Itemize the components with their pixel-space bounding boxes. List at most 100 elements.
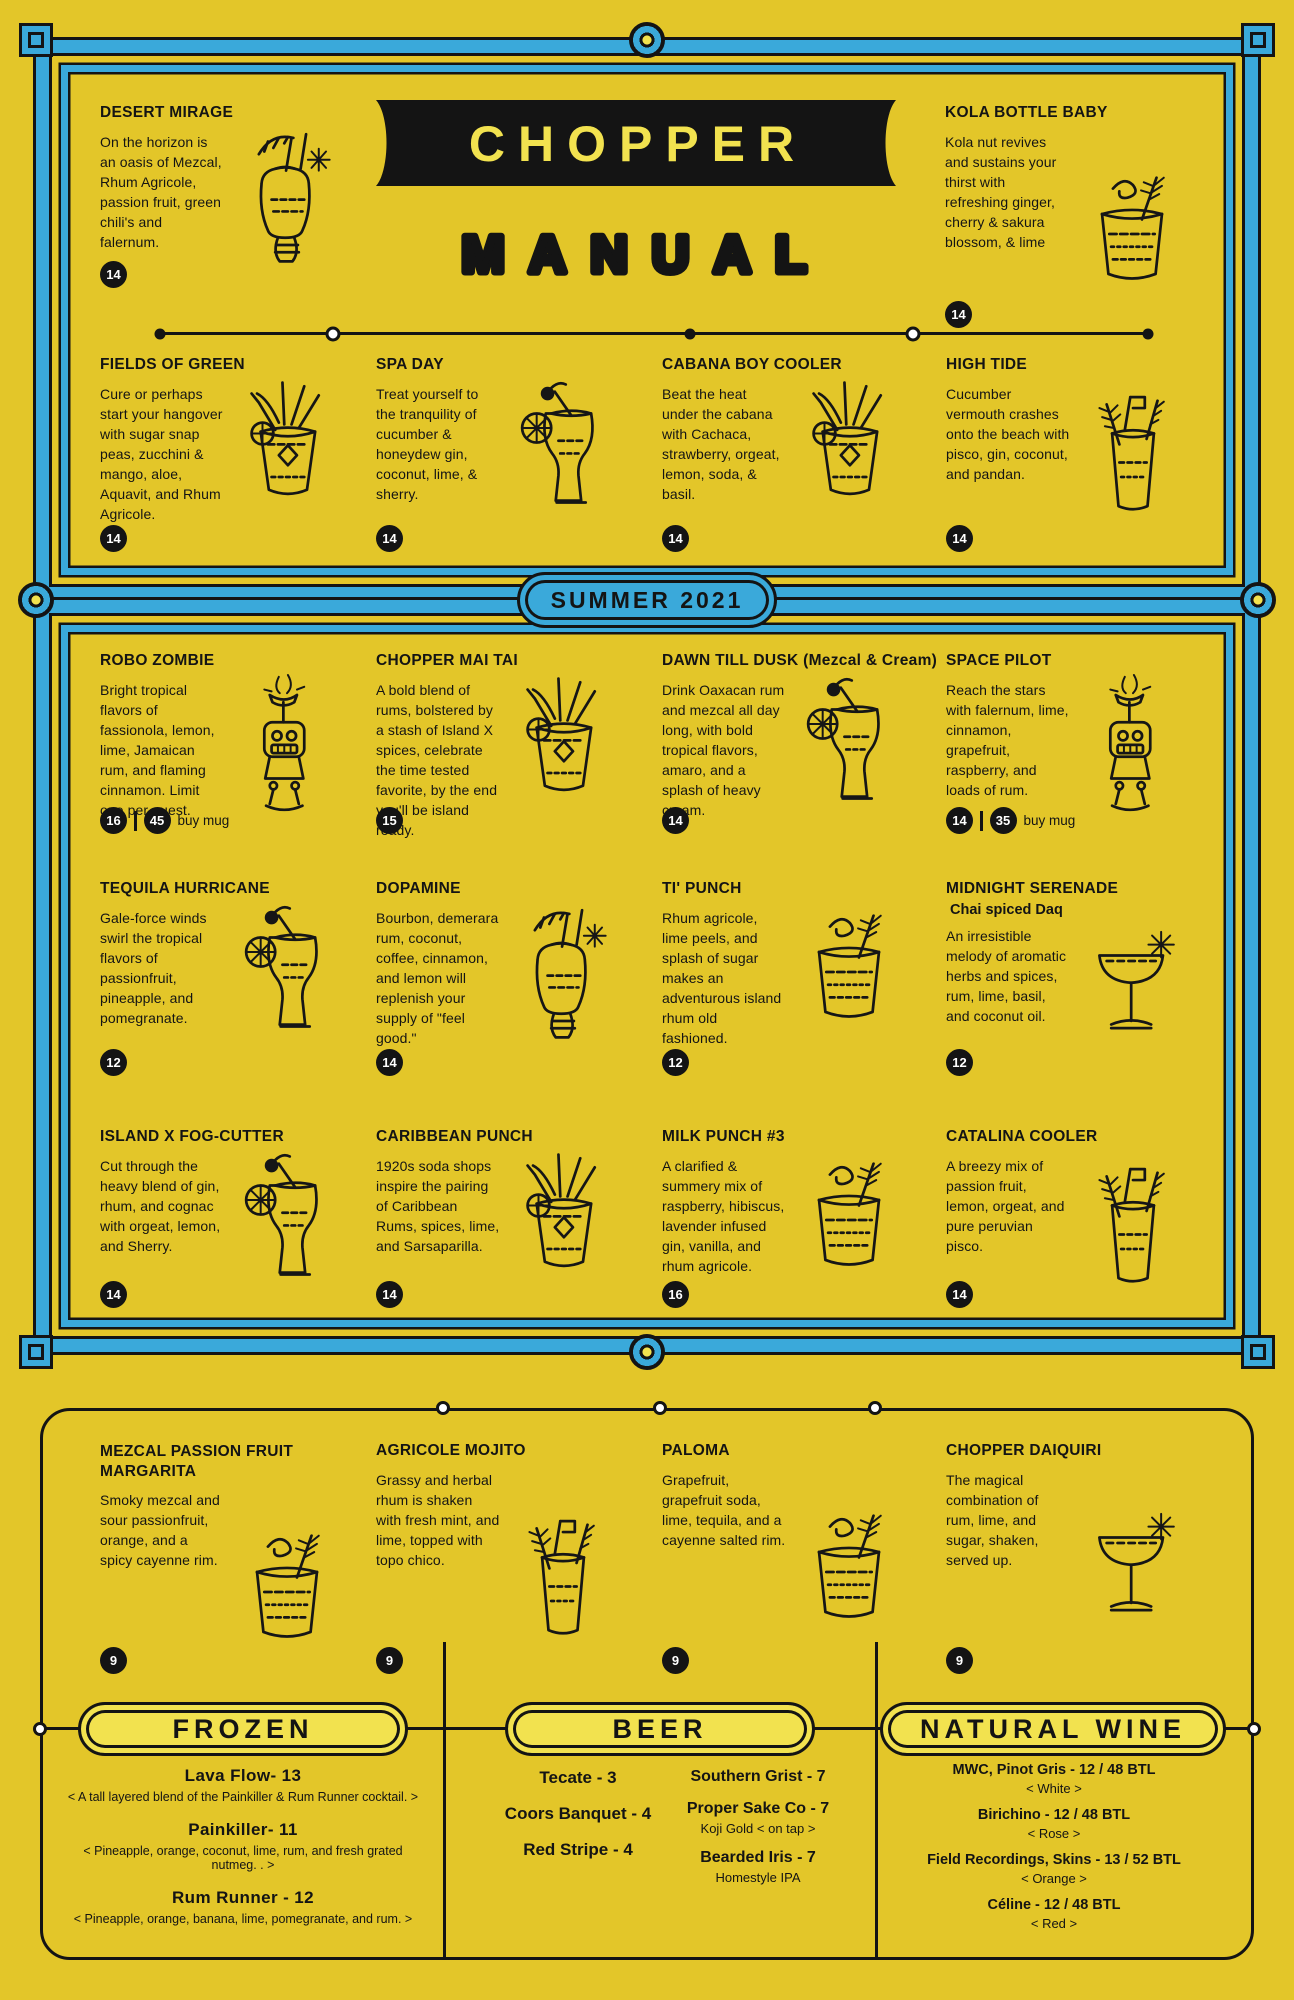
border-dot xyxy=(868,1401,882,1415)
cocktail-description: A bold blend of rums, bolstered by a sta… xyxy=(376,682,498,838)
wine-item-name: MWC, Pinot Gris - 12 / 48 BTL xyxy=(952,1762,1156,1778)
beer-item-note: Koji Gold < on tap > xyxy=(700,1821,816,1836)
cocktail-description: A clarified & summery mix of raspberry, … xyxy=(662,1158,785,1275)
wine-item-note: < Rose > xyxy=(1027,1826,1081,1841)
cocktail-description: Rhum agricole, lime peels, and splash of… xyxy=(662,910,782,1047)
price-badge: 14 xyxy=(662,525,689,552)
price-row: 14 xyxy=(100,1281,127,1308)
cocktail-name: CATALINA COOLER xyxy=(946,1128,1098,1145)
item-body: Treat yourself to the tranquility of cuc… xyxy=(376,384,644,522)
season-badge-label: SUMMER 2021 xyxy=(550,586,744,613)
cocktail-description: Grassy and herbal rhum is shaken with fr… xyxy=(376,1472,500,1569)
frozen-title: FROZEN xyxy=(172,1713,314,1744)
cocktail-subtitle: Chai spiced Daq xyxy=(950,902,1063,918)
item-body: Grassy and herbal rhum is shaken with fr… xyxy=(376,1470,644,1646)
cocktail-name: SPA DAY xyxy=(376,356,444,373)
menu-item-milk-punch-3: MILK PUNCH #3 A clarified & summery mix … xyxy=(662,1128,930,1308)
price-badge: 14 xyxy=(946,1281,973,1308)
menu-item-kola-bottle-baby: KOLA BOTTLE BABY Kola nut revives and su… xyxy=(945,104,1213,328)
price-badge: 14 xyxy=(376,525,403,552)
menu-item-tequila-hurricane: TEQUILA HURRICANE Gale-force winds swirl… xyxy=(100,880,368,1076)
cocktail-name: FIELDS OF GREEN xyxy=(100,356,245,373)
cocktail-name: MILK PUNCH #3 xyxy=(662,1128,785,1145)
item-body: Bourbon, demerara rum, coconut, coffee, … xyxy=(376,908,644,1048)
cocktail-name: DOPAMINE xyxy=(376,880,461,897)
wine-list-item: Céline - 12 / 48 BTL < Red > xyxy=(886,1897,1222,1931)
divider-open-dot xyxy=(905,326,921,341)
house-menu-box xyxy=(40,1408,1254,1960)
tiki-cup-icon xyxy=(504,1146,622,1294)
menu-item-spa-day: SPA DAY Treat yourself to the tranquilit… xyxy=(376,356,644,552)
wine-list-item: Field Recordings, Skins - 13 / 52 BTL < … xyxy=(886,1852,1222,1886)
highball-glass-icon xyxy=(1074,1146,1192,1294)
cocktail-name: MIDNIGHT SERENADE xyxy=(946,880,1119,897)
price-row: 14 xyxy=(376,1049,403,1076)
price-badge: 14 xyxy=(100,1281,127,1308)
item-body: Drink Oaxacan rum and mezcal all day lon… xyxy=(662,680,930,820)
beer-list-item: Proper Sake Co - 7 Koji Gold < on tap > xyxy=(648,1800,868,1836)
item-body: Smoky mezcal and sour passionfruit, oran… xyxy=(100,1490,368,1666)
price-badge: 12 xyxy=(100,1049,127,1076)
rocks-glass-icon xyxy=(228,1518,346,1666)
cocktail-name: CARIBBEAN PUNCH xyxy=(376,1128,533,1145)
column-divider xyxy=(875,1642,878,1957)
beer-title: BEER xyxy=(612,1713,708,1744)
price-badge: 9 xyxy=(662,1647,689,1674)
beer-list-right: Southern Grist - 7 Proper Sake Co - 7 Ko… xyxy=(648,1768,868,1898)
tiki-mug-icon xyxy=(504,898,622,1046)
frozen-item-name: Rum Runner - 12 xyxy=(171,1888,315,1907)
cocktail-description: Cucumber vermouth crashes onto the beach… xyxy=(946,386,1070,483)
price-row: 9 xyxy=(946,1647,973,1674)
hurricane-glass-icon xyxy=(504,374,622,522)
item-body: Gale-force winds swirl the tropical flav… xyxy=(100,908,368,1046)
frame-ring-ornament xyxy=(1240,582,1276,618)
item-body: A breezy mix of passion fruit, lemon, or… xyxy=(946,1156,1214,1294)
logo-line1: CHOPPER xyxy=(469,116,807,172)
menu-item-mezcal-passion-fruit-margarita: MEZCAL PASSION FRUIT MARGARITA Smoky mez… xyxy=(100,1442,368,1674)
menu-item-ti-punch: TI' PUNCH Rhum agricole, lime peels, and… xyxy=(662,880,930,1076)
tiki-mug-icon xyxy=(228,122,346,270)
cocktail-name: KOLA BOTTLE BABY xyxy=(945,104,1108,121)
price-row: 9 xyxy=(100,1647,127,1674)
frozen-list-item: Lava Flow- 13 < A tall layered blend of … xyxy=(62,1766,424,1804)
beer-item-name: Proper Sake Co - 7 xyxy=(686,1800,830,1817)
wine-list-item: Birichino - 12 / 48 BTL < Rose > xyxy=(886,1807,1222,1841)
divider-open-dot xyxy=(325,326,341,341)
hurricane-glass-icon xyxy=(228,898,346,1046)
price-badge: 16 xyxy=(100,807,127,834)
border-dot xyxy=(1247,1722,1261,1736)
frozen-list-item: Painkiller- 11 < Pineapple, orange, coco… xyxy=(62,1820,424,1872)
price-badge: 12 xyxy=(662,1049,689,1076)
beer-list-item: Southern Grist - 7 xyxy=(648,1768,868,1786)
divider-dot xyxy=(154,328,166,339)
cocktail-description: Bright tropical flavors of fassionola, l… xyxy=(100,682,215,819)
frozen-item-name: Painkiller- 11 xyxy=(188,1820,298,1839)
mug-price-badge: 35 xyxy=(989,807,1017,834)
border-dot xyxy=(436,1401,450,1415)
menu-item-dawn-till-dusk: DAWN TILL DUSK (Mezcal & Cream) Drink Oa… xyxy=(662,652,937,834)
tiki-cup-icon xyxy=(228,374,346,522)
coupe-glass-icon xyxy=(1074,916,1192,1064)
beer-item-name: Bearded Iris - 7 xyxy=(700,1849,816,1866)
robot-tiki-icon xyxy=(1074,670,1192,818)
chopper-logo-banner: CHOPPER xyxy=(376,100,896,186)
frozen-item-note: < Pineapple, orange, banana, lime, pomeg… xyxy=(73,1912,413,1926)
cocktail-name: CHOPPER DAIQUIRI xyxy=(946,1442,1102,1459)
cocktail-name: MEZCAL PASSION FRUIT MARGARITA xyxy=(100,1443,294,1481)
cocktail-description: Kola nut revives and sustains your thirs… xyxy=(945,134,1057,251)
cocktail-name: TEQUILA HURRICANE xyxy=(100,880,270,897)
frozen-item-note: < A tall layered blend of the Painkiller… xyxy=(67,1790,419,1804)
price-row: 15 xyxy=(376,807,403,834)
price-badge: 14 xyxy=(946,807,973,834)
cocktail-name: DESERT MIRAGE xyxy=(100,104,234,121)
natural-wine-title: NATURAL WINE xyxy=(920,1713,1186,1744)
cocktail-name: ROBO ZOMBIE xyxy=(100,652,215,669)
item-body: On the horizon is an oasis of Mezcal, Rh… xyxy=(100,132,368,270)
frame-ring-ornament xyxy=(629,1334,665,1370)
item-body: Cure or perhaps start your hangover with… xyxy=(100,384,368,524)
wine-item-note: < Orange > xyxy=(1021,1871,1087,1886)
natural-wine-section-pill: NATURAL WINE xyxy=(880,1702,1226,1756)
cocktail-description: The magical combination of rum, lime, an… xyxy=(946,1472,1039,1569)
beer-item: Coors Banquet - 4 xyxy=(504,1804,652,1823)
